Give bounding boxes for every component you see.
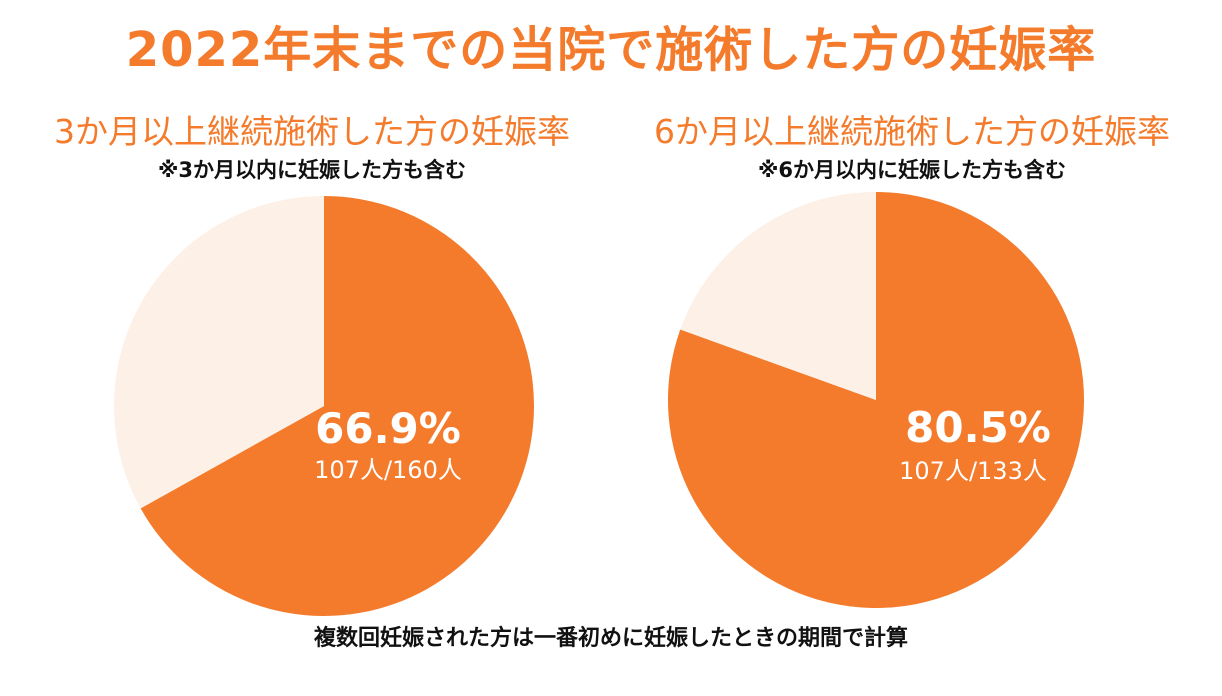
pie-slice-remainder (680, 192, 876, 400)
pie-count-label: 107人/160人 (314, 456, 462, 484)
pie-percent-label: 66.9% (315, 404, 461, 453)
chart-note: ※6か月以内に妊娠した方も含む (757, 157, 1067, 182)
page-title: 2022年末までの当院で施術した方の妊娠率 (125, 22, 1097, 78)
pie-slice-remainder (114, 196, 324, 509)
chart-title: 3か月以上継続施術した方の妊娠率 (54, 112, 570, 151)
pie-chart-6-months: 80.5% 107人/133人 (668, 192, 1084, 608)
pie-chart-3-months: 66.9% 107人/160人 (114, 196, 534, 616)
chart-title: 6か月以上継続施術した方の妊娠率 (654, 112, 1170, 151)
pie-percent-label: 80.5% (905, 403, 1051, 452)
footer-note: 複数回妊娠された方は一番初めに妊娠したときの期間で計算 (313, 626, 908, 651)
pie-slice-pregnant (140, 196, 534, 616)
chart-note: ※3か月以内に妊娠した方も含む (157, 157, 467, 182)
chart-panel-6-months: 6か月以上継続施術した方の妊娠率 ※6か月以内に妊娠した方も含む (612, 112, 1212, 184)
pie-count-label: 107人/133人 (899, 457, 1047, 485)
chart-panel-3-months: 3か月以上継続施術した方の妊娠率 ※3か月以内に妊娠した方も含む (12, 112, 612, 184)
